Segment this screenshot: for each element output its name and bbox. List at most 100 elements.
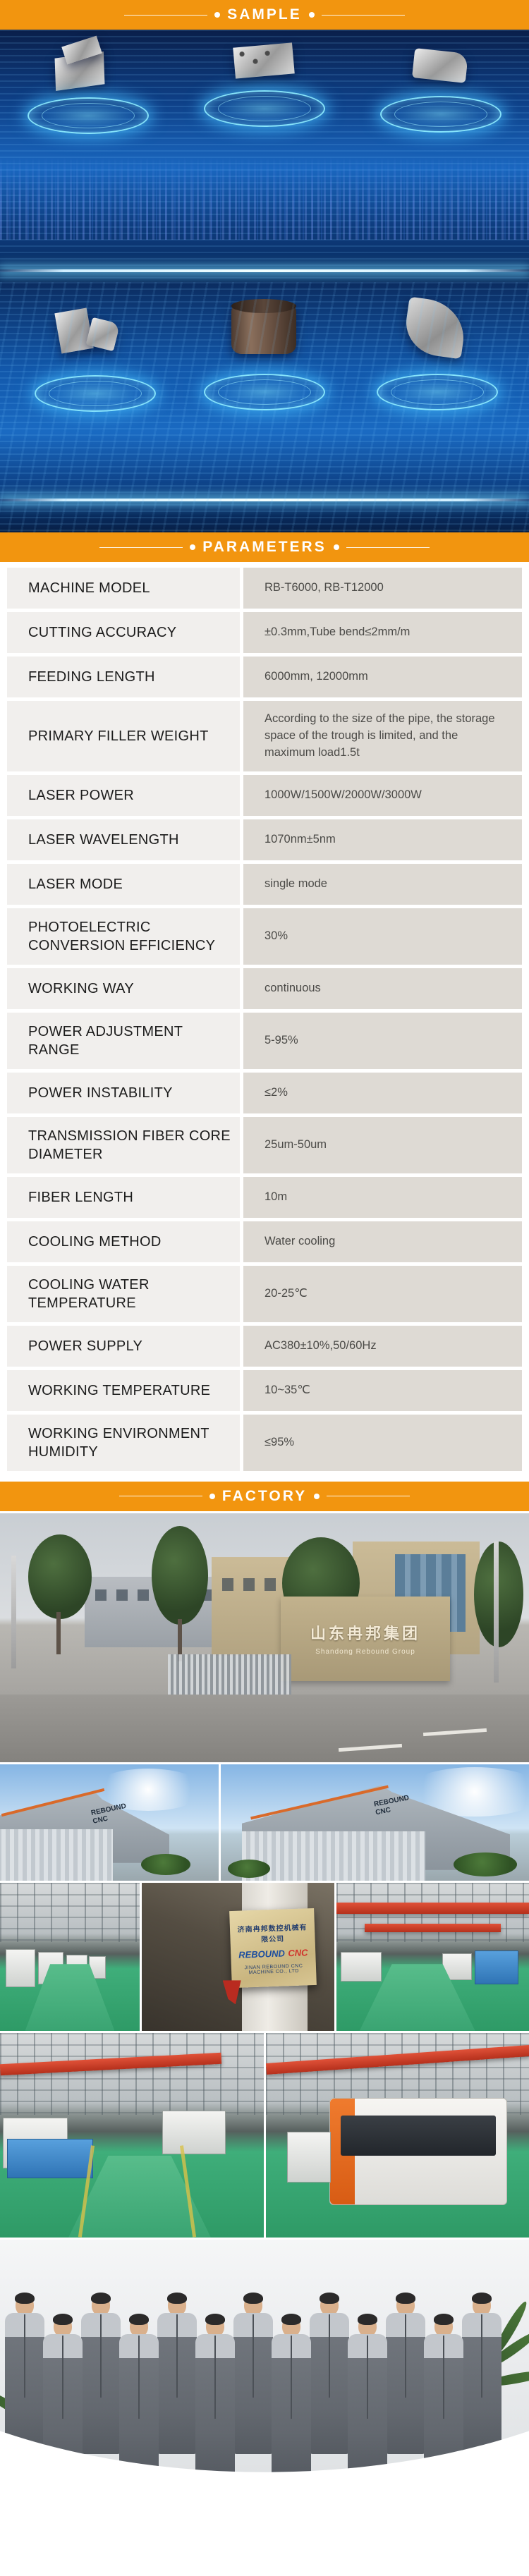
param-row: POWER INSTABILITY≤2%: [7, 1073, 522, 1113]
parameters-banner: PARAMETERS: [0, 532, 529, 562]
factory-photo-warehouse-right: REBOUND CNC: [221, 1764, 529, 1881]
machines-photo-row: [0, 2033, 529, 2238]
plaque-brand-cnc: CNC: [288, 1946, 308, 1958]
param-label: COOLING WATER TEMPERATURE: [7, 1266, 240, 1322]
param-label: POWER INSTABILITY: [7, 1073, 240, 1113]
param-value: RB-T6000, RB-T12000: [243, 568, 522, 609]
gate-sign-chinese: 山东冉邦集团: [310, 1621, 420, 1644]
curved-metal-sheet: [402, 297, 468, 360]
param-value: ±0.3mm,Tube bend≤2mm/m: [243, 612, 522, 653]
team-member: [80, 2295, 121, 2454]
factory-photo-laser-machine: [266, 2033, 529, 2238]
sample-image-2: [0, 282, 529, 532]
roof-truss: [0, 2033, 264, 2115]
param-value: Water cooling: [243, 1221, 522, 1262]
team-member-jacket: [81, 2313, 121, 2454]
retractable-gate: [168, 1654, 291, 1698]
bottom-whitespace: [0, 2472, 529, 2576]
param-value: ≤2%: [243, 1073, 522, 1113]
param-row: CUTTING ACCURACY±0.3mm,Tube bend≤2mm/m: [7, 612, 522, 653]
param-label: WORKING TEMPERATURE: [7, 1370, 240, 1411]
param-label: MACHINE MODEL: [7, 568, 240, 609]
glow-ring-icon: [204, 90, 325, 127]
warehouse-wall: [0, 1829, 113, 1881]
glow-ring-icon: [28, 97, 149, 134]
param-label: FEEDING LENGTH: [7, 657, 240, 697]
banner-line: [346, 547, 430, 548]
team-member: [271, 2316, 312, 2472]
plaque-company-chinese: 济南冉邦数控机械有限公司: [233, 1920, 310, 1944]
param-value: 30%: [243, 908, 522, 965]
param-label: LASER MODE: [7, 864, 240, 905]
param-label: POWER SUPPLY: [7, 1326, 240, 1367]
factory-photo-team: [0, 2240, 529, 2472]
param-value: 1000W/1500W/2000W/3000W: [243, 775, 522, 816]
fiber-laser-machine: [329, 2098, 507, 2205]
machine: [6, 1949, 35, 1987]
team-member-jacket: [5, 2313, 44, 2454]
tree-trunk: [56, 1612, 61, 1654]
glow-beam-decoration: [0, 269, 529, 272]
param-label: LASER POWER: [7, 775, 240, 816]
team-member-jacket: [233, 2313, 273, 2454]
glow-ring-icon: [377, 374, 498, 410]
banner-dot-icon: [334, 544, 339, 550]
glow-ring-icon: [35, 375, 156, 412]
warehouse-wall: [242, 1831, 425, 1881]
plaque-brand-rebound: REBOUND: [238, 1948, 284, 1960]
banner-dot-icon: [209, 1494, 215, 1499]
factory-photo-workshop-aisle: [0, 2033, 264, 2238]
team-member-jacket: [462, 2313, 501, 2454]
metal-hinge-bracket: [412, 48, 468, 83]
factory-banner: FACTORY: [0, 1482, 529, 1511]
tree: [474, 1542, 523, 1647]
param-value: continuous: [243, 968, 522, 1009]
param-label: PHOTOELECTRIC CONVERSION EFFICIENCY: [7, 908, 240, 965]
team-member: [309, 2295, 350, 2454]
team-member: [461, 2295, 502, 2454]
param-label: WORKING ENVIRONMENT HUMIDITY: [7, 1415, 240, 1471]
param-value: 10m: [243, 1177, 522, 1218]
param-label: CUTTING ACCURACY: [7, 612, 240, 653]
param-label: POWER ADJUSTMENT RANGE: [7, 1013, 240, 1069]
team-member-jacket: [195, 2334, 235, 2472]
glow-ring-icon: [204, 374, 325, 410]
company-plaque: 济南冉邦数控机械有限公司 REBOUND CNC JINAN REBOUND C…: [229, 1908, 317, 1988]
factory-photo-workshop-1: [0, 1883, 140, 2031]
team-member-jacket: [119, 2334, 159, 2472]
param-label: WORKING WAY: [7, 968, 240, 1009]
param-value: AC380±10%,50/60Hz: [243, 1326, 522, 1367]
param-label: PRIMARY FILLER WEIGHT: [7, 701, 240, 771]
overhead-crane-beam: [365, 1924, 501, 1932]
team-member-jacket: [157, 2313, 197, 2454]
parameters-banner-title: PARAMETERS: [202, 539, 326, 556]
team-member-jacket: [43, 2334, 83, 2472]
team-member: [233, 2295, 274, 2454]
plaque-company-english: JINAN REBOUND CNC MACHINE CO., LTD: [235, 1962, 312, 1975]
banner-line: [99, 547, 183, 548]
param-value: 20-25℃: [243, 1266, 522, 1322]
param-label: FIBER LENGTH: [7, 1177, 240, 1218]
steel-tube-section: [231, 305, 296, 354]
bush: [141, 1854, 190, 1875]
param-value: 10~35℃: [243, 1370, 522, 1411]
factory-gate-sign: 山东冉邦集团 Shandong Rebound Group: [281, 1597, 450, 1681]
param-value: 5-95%: [243, 1013, 522, 1069]
road: [0, 1695, 529, 1762]
banner-line: [322, 15, 405, 16]
machine: [475, 1951, 518, 1984]
